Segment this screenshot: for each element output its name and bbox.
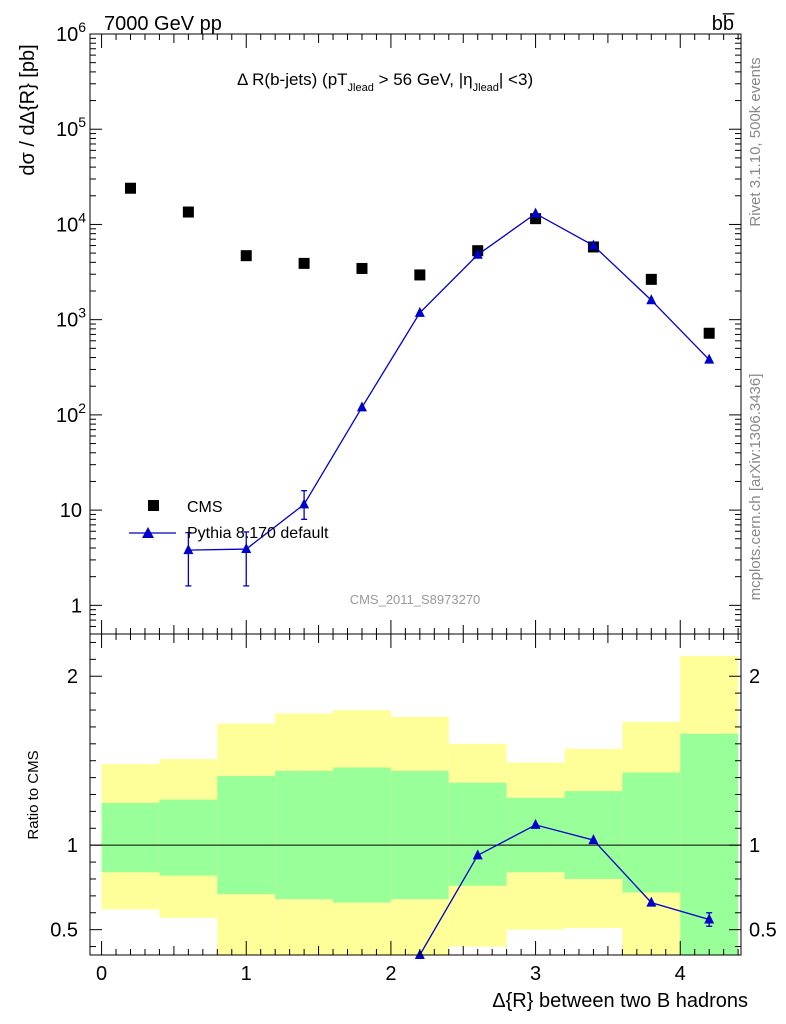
band-inner-bin bbox=[275, 770, 334, 900]
pythia-point bbox=[299, 498, 310, 509]
cms-data-point bbox=[125, 182, 137, 194]
ratio-y-tick-label-right: 1 bbox=[749, 835, 760, 857]
pythia-point bbox=[356, 401, 367, 412]
band-inner-bin bbox=[390, 770, 449, 900]
y-axis-title-main: dσ / dΔ{R} [pb] bbox=[17, 44, 39, 175]
main-y-tick-label: 106 bbox=[56, 19, 86, 46]
y-axis-title-ratio: Ratio to CMS bbox=[25, 750, 42, 839]
plot-title: Δ R(b-jets) (pTJlead > 56 GeV, |ηJlead| … bbox=[237, 70, 533, 94]
ratio-mc-point bbox=[646, 896, 657, 907]
band-inner-bin bbox=[159, 799, 218, 876]
legend-marker-pythia bbox=[142, 527, 154, 538]
ratio-uncertainty-bands bbox=[90, 655, 741, 955]
main-y-tick-label: 1 bbox=[71, 595, 82, 617]
pythia-point bbox=[472, 248, 483, 259]
cms-data-point bbox=[356, 262, 368, 274]
x-tick-label: 2 bbox=[385, 963, 396, 985]
main-y-tick-label: 103 bbox=[56, 305, 86, 332]
plot-title-part3: | <3) bbox=[499, 70, 533, 89]
ratio-y-tick-label-right: 2 bbox=[749, 666, 760, 688]
band-inner-bin bbox=[333, 767, 391, 903]
legend-marker-cms bbox=[148, 500, 159, 511]
legend: CMS Pythia 8.170 default bbox=[129, 499, 329, 542]
ratio-y-tick-label-right: 0.5 bbox=[749, 920, 777, 942]
ratio-mc-point bbox=[588, 834, 599, 845]
plot-title-part2: > 56 GeV, |η bbox=[374, 70, 473, 89]
ratio-y-tick-label-left: 0.5 bbox=[50, 920, 78, 942]
pythia-point bbox=[414, 306, 425, 317]
cms-data-point bbox=[703, 327, 715, 339]
ratio-mc-point bbox=[704, 913, 715, 924]
x-axis-title: Δ{R} between two B hadrons bbox=[492, 990, 748, 1012]
plot-title-part1: Δ R(b-jets) (pT bbox=[237, 70, 348, 89]
x-tick-label: 0 bbox=[96, 963, 107, 985]
main-mc-series bbox=[183, 207, 715, 587]
main-data-series bbox=[125, 182, 715, 339]
ratio-y-tick-label-left: 1 bbox=[67, 835, 78, 857]
pythia-point bbox=[183, 544, 194, 555]
cms-data-point bbox=[530, 213, 542, 225]
pythia-point bbox=[588, 239, 599, 250]
pythia-line bbox=[188, 212, 710, 551]
band-inner-bin bbox=[217, 775, 276, 895]
cms-data-point bbox=[414, 269, 426, 281]
plot-title-sub2: Jlead bbox=[473, 82, 499, 94]
ratio-mc-line bbox=[419, 824, 710, 956]
cms-data-point bbox=[298, 257, 310, 269]
band-inner-bin bbox=[622, 772, 681, 893]
band-inner-bin bbox=[101, 802, 160, 873]
main-y-tick-label: 102 bbox=[56, 400, 86, 427]
main-y-tick-label: 105 bbox=[56, 114, 86, 141]
beam-label: 7000 GeV pp bbox=[104, 13, 222, 35]
main-y-tick-label: 10 bbox=[60, 500, 82, 522]
analysis-watermark: CMS_2011_S8973270 bbox=[350, 592, 481, 607]
pythia-point bbox=[704, 353, 715, 364]
ratio-mc-point bbox=[472, 849, 483, 860]
pythia-point bbox=[241, 543, 252, 554]
side-label-mcplots: mcplots.cern.ch [arXiv:1306.3436] bbox=[747, 374, 764, 601]
ratio-mc-point bbox=[530, 818, 541, 829]
pythia-point bbox=[530, 207, 541, 218]
process-label: bb̅ bbox=[712, 12, 735, 35]
main-frame bbox=[89, 33, 742, 635]
plot-title-sub1: Jlead bbox=[348, 82, 374, 94]
axes-frames: 1 10 102 103 104 105 106 0 1 2 3 4 0.5 0.5 1 1 2 2 bbox=[50, 19, 777, 985]
cms-data-point bbox=[240, 250, 252, 262]
x-tick-label: 1 bbox=[241, 963, 252, 985]
legend-label-pythia: Pythia 8.170 default bbox=[187, 525, 329, 542]
cms-data-point bbox=[182, 206, 194, 218]
x-tick-label: 3 bbox=[530, 963, 541, 985]
side-label-rivet: Rivet 3.1.10, 500k events bbox=[747, 57, 764, 226]
ratio-mc-series bbox=[414, 818, 715, 959]
cms-data-point bbox=[645, 273, 657, 285]
pythia-point bbox=[646, 294, 657, 305]
band-inner-bin bbox=[448, 782, 507, 886]
main-y-tick-label: 104 bbox=[56, 209, 86, 236]
legend-label-cms: CMS bbox=[187, 499, 223, 516]
ratio-y-tick-label-left: 2 bbox=[67, 666, 78, 688]
x-tick-label: 4 bbox=[675, 963, 686, 985]
